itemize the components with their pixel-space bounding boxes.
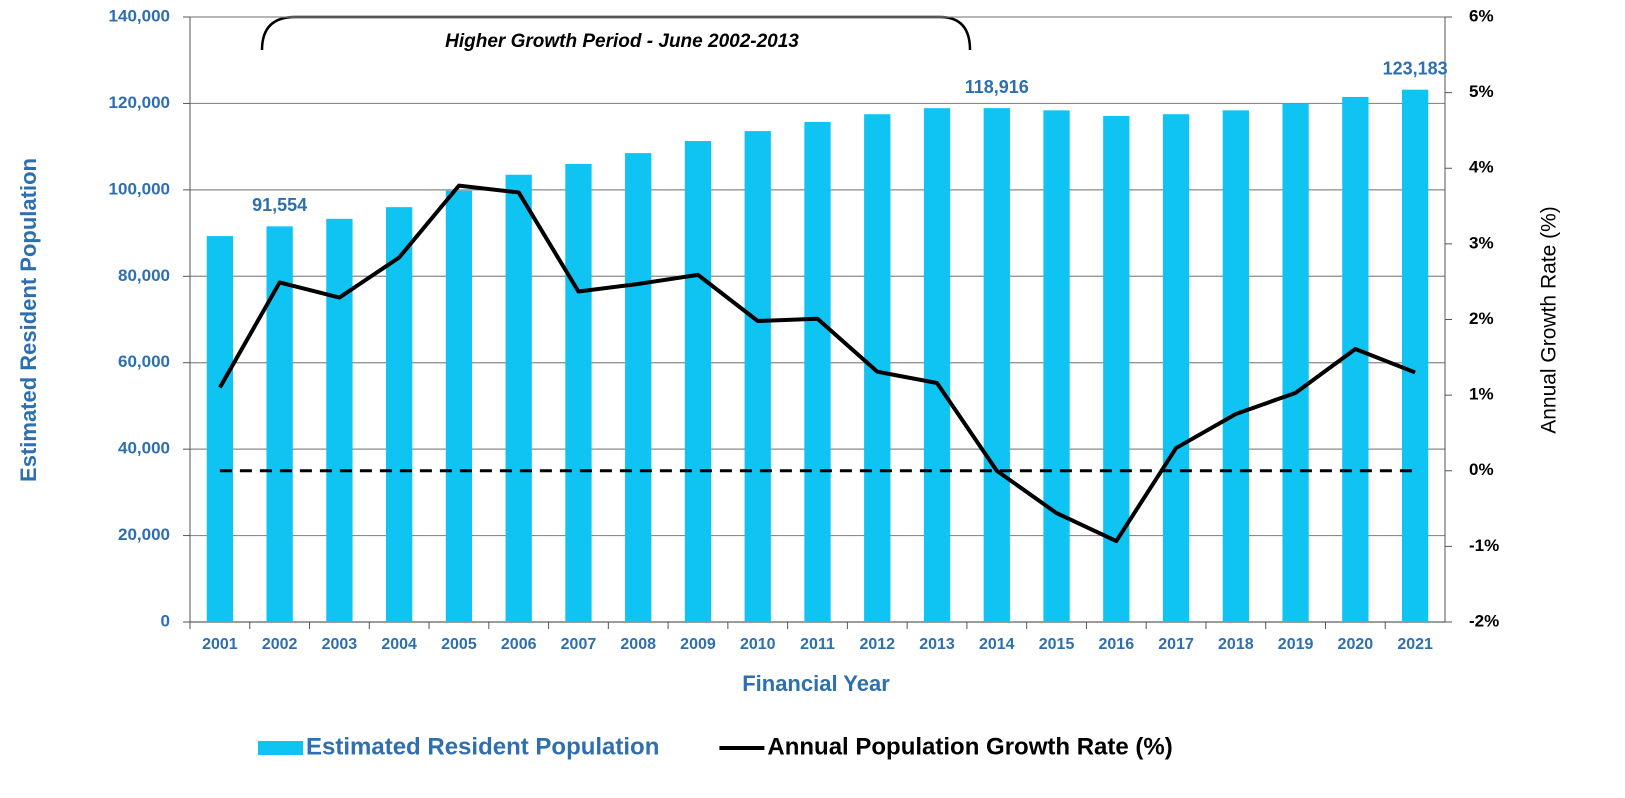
bar [326, 218, 353, 622]
x-tick-label: 2007 [561, 636, 597, 653]
x-tick-label: 2018 [1218, 636, 1254, 653]
bar [864, 114, 891, 622]
bar [1162, 114, 1190, 622]
y2-tick-label: -2% [1469, 611, 1499, 630]
x-tick-label: 2017 [1158, 636, 1194, 653]
legend-label: Annual Population Growth Rate (%) [767, 733, 1172, 760]
bar [1342, 96, 1369, 623]
x-tick-label: 2015 [1039, 636, 1075, 653]
x-tick-label: 2001 [202, 636, 238, 653]
x-tick-label: 2020 [1338, 636, 1374, 653]
x-axis-title: Financial Year [742, 671, 890, 696]
x-tick-label: 2003 [322, 636, 358, 653]
x-tick-label: 2016 [1099, 636, 1135, 653]
data-label: 91,554 [252, 195, 307, 215]
bar [1103, 115, 1130, 622]
y-tick-label: 120,000 [109, 93, 170, 112]
x-tick-label: 2013 [919, 636, 955, 653]
bar [505, 174, 532, 622]
bar [983, 108, 1010, 623]
bar [1401, 89, 1429, 622]
bar [386, 207, 413, 622]
y2-tick-label: -1% [1469, 536, 1499, 555]
y2-tick-label: 3% [1469, 233, 1494, 252]
data-label: 123,183 [1383, 58, 1448, 78]
bar [206, 236, 234, 622]
data-label: 118,916 [965, 77, 1029, 97]
bar [684, 141, 712, 622]
x-tick-label: 2006 [501, 636, 537, 653]
y-tick-label: 60,000 [118, 352, 170, 371]
legend-swatch [258, 741, 303, 755]
bar [1043, 110, 1070, 622]
x-tick-label: 2004 [381, 636, 417, 653]
bar [744, 131, 771, 623]
x-tick-label: 2005 [441, 636, 477, 653]
x-tick-label: 2009 [680, 636, 716, 653]
x-tick-label: 2011 [800, 636, 835, 653]
y2-tick-label: 2% [1469, 309, 1494, 328]
y2-tick-label: 5% [1469, 82, 1494, 101]
y-tick-label: 0 [161, 611, 170, 630]
bar [565, 163, 592, 622]
y-axis-title: Estimated Resident Population [16, 158, 41, 482]
y-tick-label: 100,000 [109, 179, 170, 198]
y-tick-label: 20,000 [118, 525, 170, 544]
x-tick-label: 2010 [740, 636, 776, 653]
x-tick-label: 2019 [1278, 636, 1314, 653]
y2-tick-label: 0% [1469, 460, 1494, 479]
annotation: Higher Growth Period - June 2002-2013 [445, 31, 799, 52]
y2-tick-label: 6% [1469, 6, 1494, 25]
bar [804, 122, 831, 622]
x-tick-label: 2012 [859, 636, 895, 653]
y-tick-label: 40,000 [118, 439, 170, 458]
legend-label: Estimated Resident Population [306, 733, 659, 760]
bar [923, 108, 951, 623]
x-tick-label: 2021 [1397, 636, 1433, 653]
y-tick-label: 80,000 [118, 266, 170, 285]
x-tick-label: 2002 [262, 636, 298, 653]
y2-tick-label: 4% [1469, 158, 1494, 177]
bar [1282, 103, 1309, 622]
y-tick-label: 140,000 [109, 6, 170, 25]
bar [1222, 110, 1249, 622]
y2-tick-label: 1% [1469, 385, 1494, 404]
y2-axis-title: Annual Growth Rate (%) [1538, 206, 1561, 434]
bar [445, 190, 473, 622]
bar [266, 226, 293, 622]
line [218, 183, 1416, 544]
x-tick-label: 2014 [979, 636, 1015, 653]
bar [625, 153, 652, 622]
x-tick-label: 2008 [620, 636, 656, 653]
